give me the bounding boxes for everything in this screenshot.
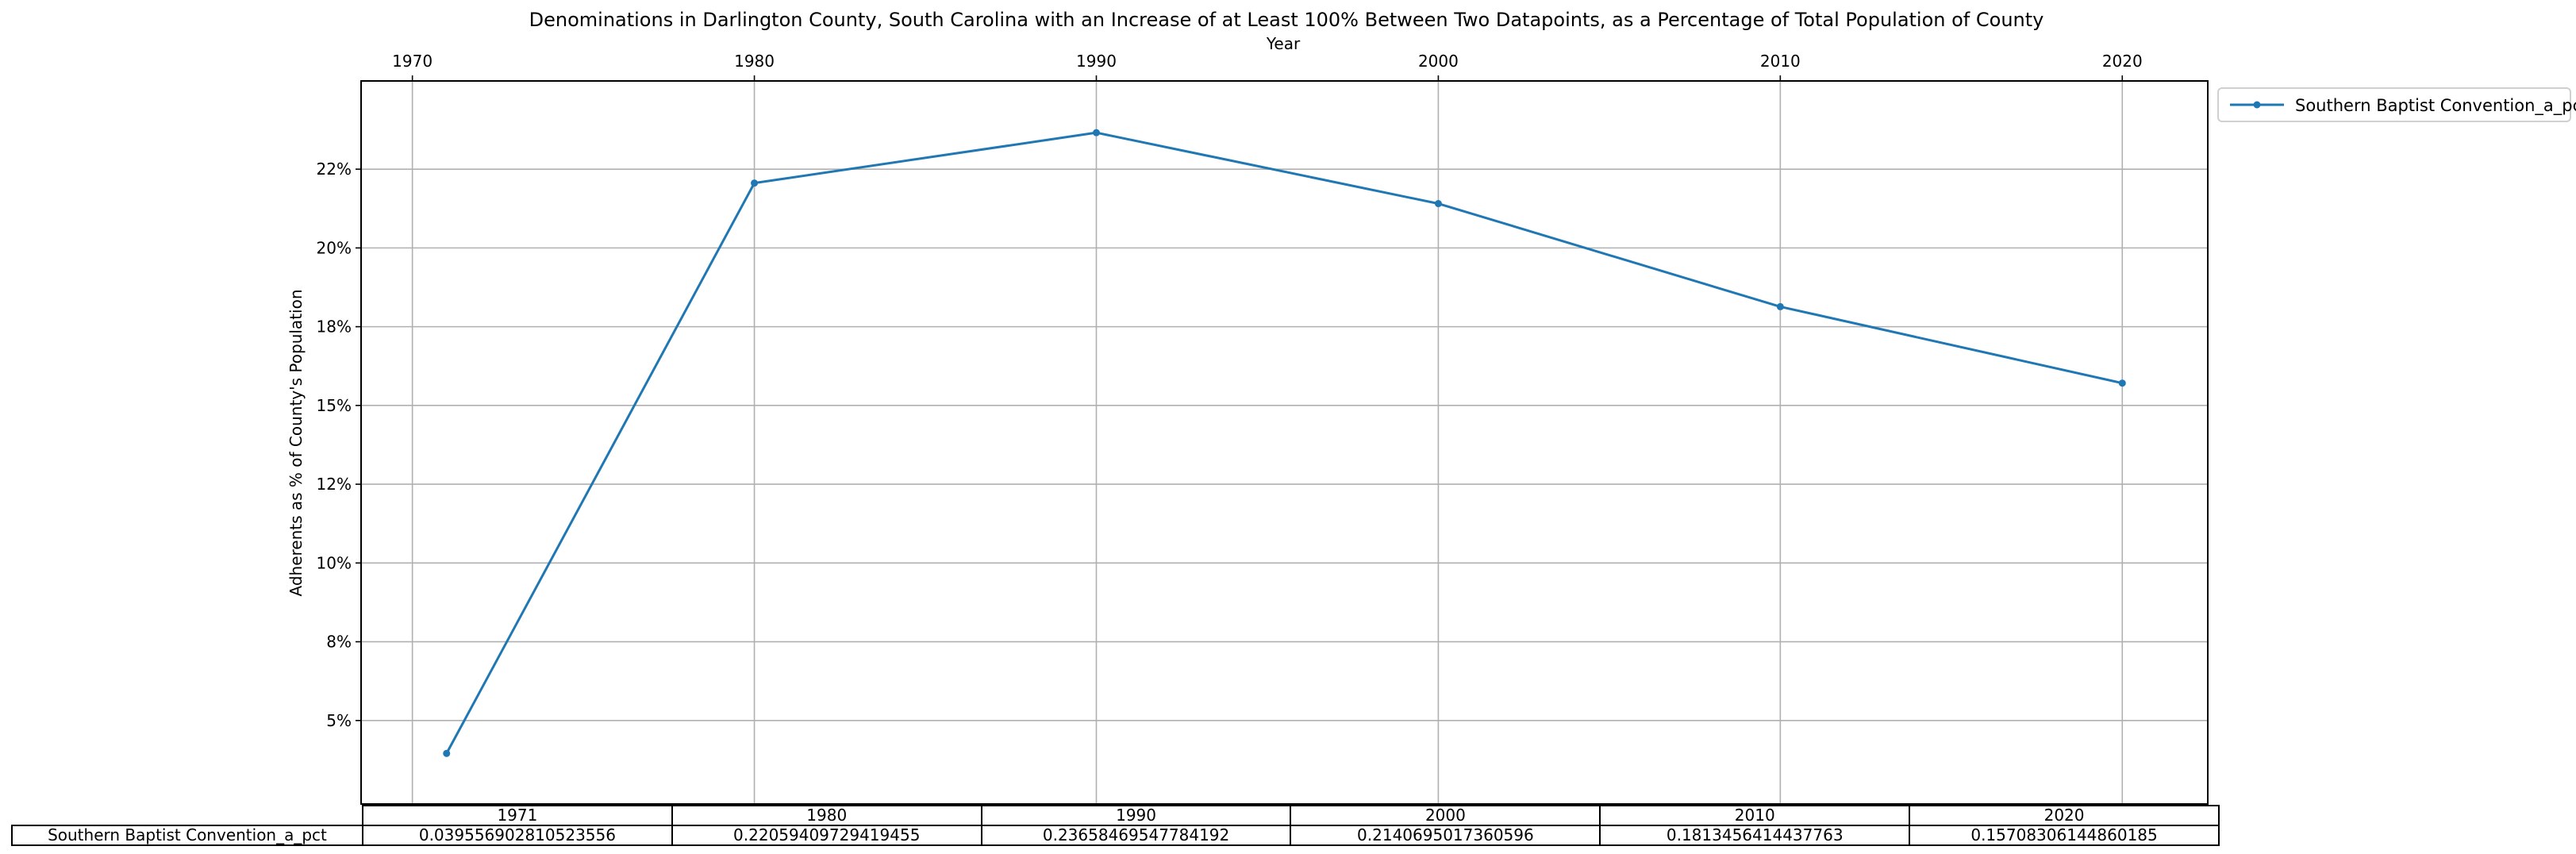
table-cell: 0.2140695017360596 — [1290, 825, 1601, 846]
x-tick-label: 2010 — [1760, 52, 1801, 71]
x-tick-label: 1990 — [1076, 52, 1117, 71]
data-point — [1434, 200, 1442, 208]
table-row: Southern Baptist Convention_a_pct 0.0395… — [11, 825, 2220, 846]
table-header-cell: 1971 — [362, 805, 673, 826]
series-layer — [443, 129, 2126, 757]
y-tick-label: 10% — [317, 553, 352, 572]
table-header-cell: 1990 — [980, 805, 1292, 826]
chart-title: Denominations in Darlington County, Sout… — [529, 9, 2044, 31]
grid-lines — [361, 81, 2208, 804]
table-cell: 0.15708306144860185 — [1909, 825, 2220, 846]
data-point — [751, 179, 759, 187]
y-tick-label: 12% — [317, 475, 352, 494]
table-header-cell: 2020 — [1909, 805, 2220, 826]
table-header-cell: 2010 — [1599, 805, 1911, 826]
table-header-cell: 2000 — [1290, 805, 1601, 826]
legend: Southern Baptist Convention_a_pct — [2217, 87, 2576, 122]
y-axis-label: Adherents as % of County's Population — [286, 289, 306, 596]
plot-frame — [360, 80, 2209, 805]
table-header-row: 1971 1980 1990 2000 2010 2020 — [12, 805, 2220, 826]
y-tick-label: 22% — [317, 160, 352, 179]
legend-swatch-icon — [2230, 101, 2284, 109]
y-tick-label: 8% — [326, 633, 352, 652]
table-cell: 0.23658469547784192 — [980, 825, 1292, 846]
data-point — [2118, 379, 2126, 387]
y-tick-label: 20% — [317, 238, 352, 257]
series-line — [445, 131, 2123, 754]
x-tick-label: 1970 — [392, 52, 433, 71]
data-point — [1092, 129, 1100, 137]
table-cell: 0.1813456414437763 — [1599, 825, 1911, 846]
x-tick-label: 1980 — [734, 52, 775, 71]
table-cell: 0.039556902810523556 — [362, 825, 673, 846]
x-axis-label: Year — [1266, 34, 1301, 53]
table-cell: 0.22059409729419455 — [671, 825, 982, 846]
axis-ticks: 1970 1980 1990 2000 2010 2020 5% 8% 10% 12% 15% 18%… — [317, 52, 2143, 730]
legend-label: Southern Baptist Convention_a_pct — [2295, 96, 2576, 115]
x-tick-label: 2000 — [1418, 52, 1459, 71]
table-corner-cell — [12, 806, 363, 825]
table-header-cell: 1980 — [671, 805, 982, 826]
y-tick-label: 5% — [326, 711, 352, 730]
data-point — [443, 749, 451, 757]
table-row-label: Southern Baptist Convention_a_pct — [11, 825, 363, 846]
y-tick-label: 15% — [317, 396, 352, 415]
data-point — [1776, 302, 1784, 310]
data-table: 1971 1980 1990 2000 2010 2020 Southern B… — [11, 805, 2220, 846]
y-tick-label: 18% — [317, 317, 352, 337]
x-tick-label: 2020 — [2102, 52, 2143, 71]
